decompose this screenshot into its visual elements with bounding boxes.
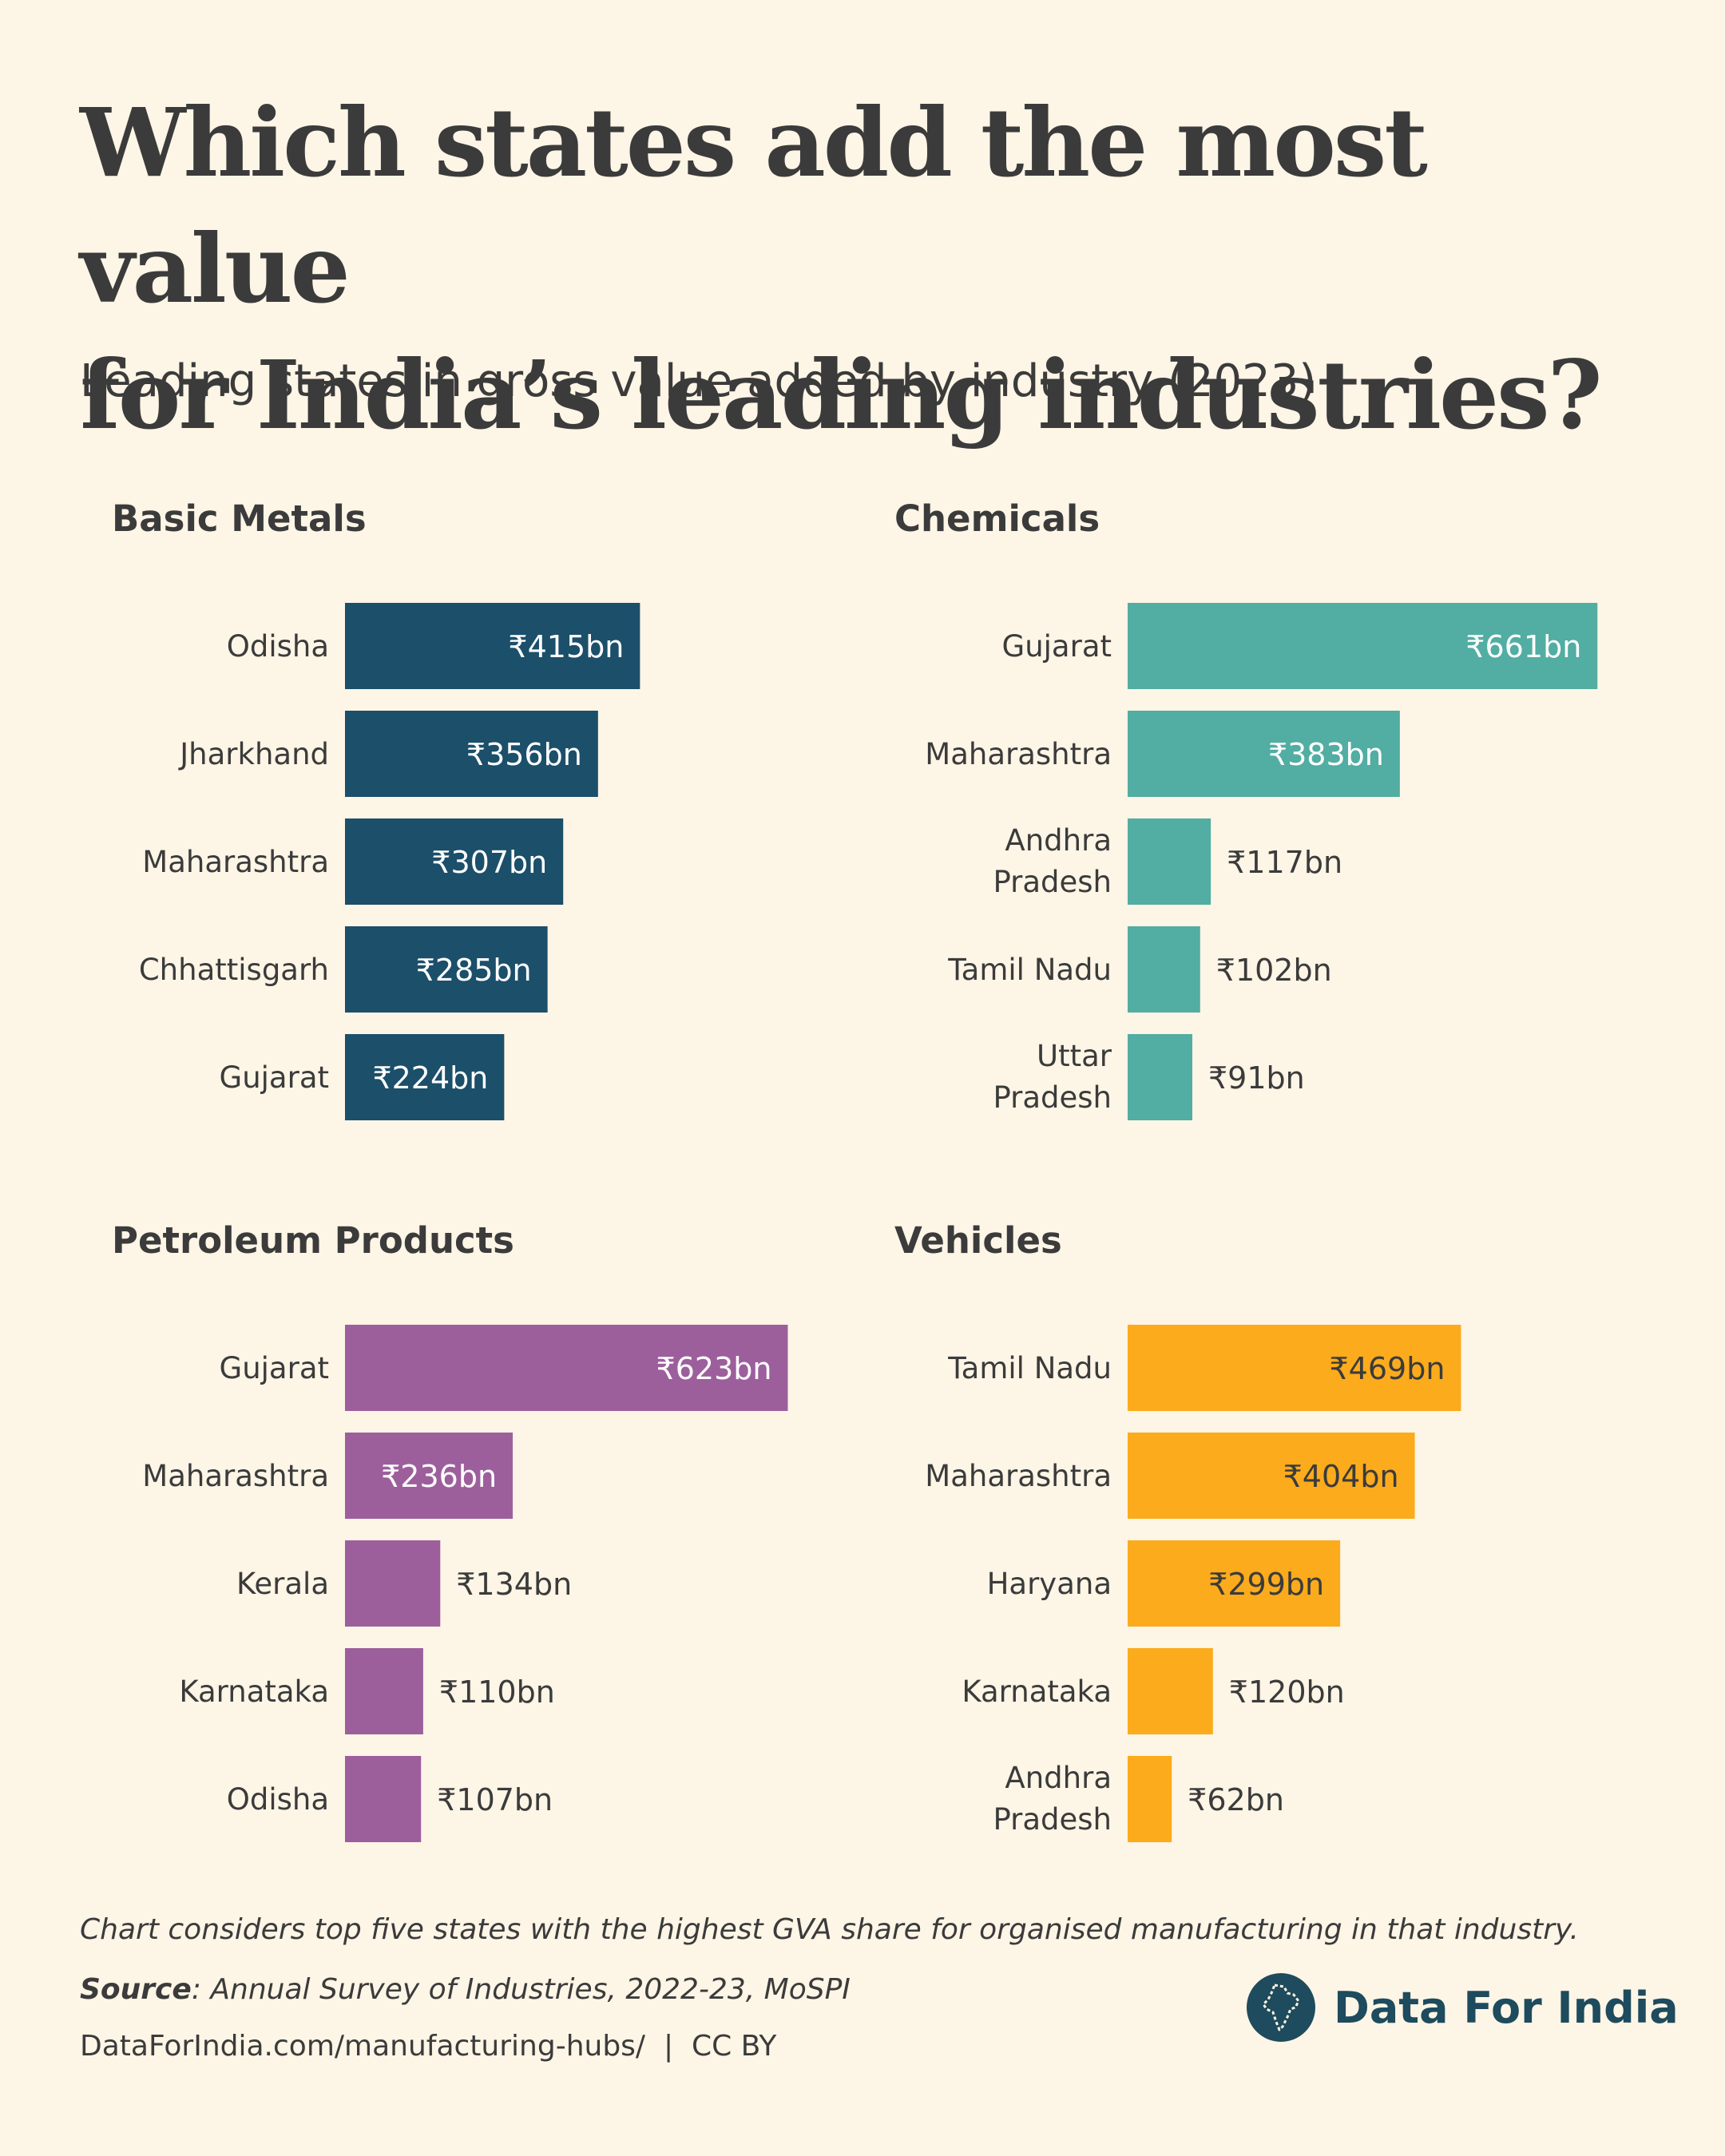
- panel-petroleum-products: Petroleum Products Gujarat ₹623bn Maharash…: [80, 1217, 862, 1856]
- bar: [345, 1325, 788, 1411]
- bar: [345, 1756, 422, 1842]
- category-label: Karnataka: [962, 1674, 1112, 1709]
- chart-subtitle: Leading states in gross value added by i…: [80, 355, 1317, 407]
- title-line-1: Which states add the most value: [80, 87, 1428, 324]
- source-url: DataForIndia.com/manufacturing-hubs/ | C…: [80, 2030, 777, 2063]
- source-label: Source: [80, 1973, 192, 2006]
- panel-basic-metals: Basic Metals Odisha ₹415bn Jharkhand ₹356bn…: [80, 495, 862, 1134]
- category-label: Tamil Nadu: [947, 1351, 1112, 1385]
- category-label: Maharashtra: [925, 1459, 1112, 1493]
- bar: [345, 926, 548, 1013]
- category-label: Andhra Pradesh: [993, 1761, 1112, 1837]
- category-label: Maharashtra: [925, 737, 1112, 771]
- data-label: ₹356bn: [466, 737, 582, 772]
- category-label: Gujarat: [220, 1351, 329, 1385]
- bar-chart-basic-metals: Odisha ₹415bn Jharkhand ₹356bn Maharashtra ₹3…: [139, 603, 640, 1120]
- category-label: Kerala: [236, 1567, 329, 1601]
- data-label: ₹62bn: [1188, 1782, 1284, 1817]
- footnote: Chart considers top five states with the…: [80, 1913, 1579, 1946]
- bar-chart-vehicles: Tamil Nadu ₹469bn Maharashtra ₹404bn Haryana…: [925, 1325, 1461, 1842]
- category-label: Uttar Pradesh: [993, 1039, 1112, 1115]
- panel-vehicles: Vehicles Tamil Nadu ₹469bn Maharashtra ₹404…: [862, 1217, 1645, 1856]
- data-label: ₹383bn: [1268, 737, 1384, 772]
- bar: [345, 711, 598, 797]
- source-note: Source: Annual Survey of Industries, 202…: [80, 1968, 851, 2011]
- bar: [345, 1433, 514, 1519]
- bar: [1128, 1756, 1172, 1842]
- data-label: ₹469bn: [1329, 1351, 1445, 1386]
- india-map-logo-icon: [1247, 1973, 1315, 2042]
- category-label: Tamil Nadu: [947, 953, 1112, 987]
- category-label: Andhra Pradesh: [993, 823, 1112, 899]
- title-line-2: for India’s leading industries?: [80, 339, 1603, 450]
- data-label: ₹661bn: [1465, 629, 1581, 664]
- chart-title: Which states add the most value for Indi…: [80, 80, 1661, 458]
- category-label: Gujarat: [1002, 629, 1112, 664]
- data-label: ₹120bn: [1229, 1674, 1345, 1710]
- panel-chemicals: Chemicals Gujarat ₹661bn Maharashtra ₹383bn…: [862, 495, 1645, 1134]
- bar-chart-petroleum-products: Gujarat ₹623bn Maharashtra ₹236bn Kerala ₹134…: [142, 1325, 788, 1842]
- category-label: Karnataka: [179, 1674, 329, 1709]
- category-label: Jharkhand: [178, 737, 329, 771]
- panel-title: Chemicals: [894, 497, 1100, 540]
- data-label: ₹134bn: [456, 1567, 572, 1602]
- bar: [345, 1648, 423, 1734]
- data-label: ₹415bn: [508, 629, 624, 664]
- category-label: Maharashtra: [142, 845, 329, 879]
- brand-logo: Data For India: [1246, 1972, 1679, 2043]
- bar: [1128, 1540, 1341, 1627]
- bar: [1128, 926, 1200, 1013]
- bar: [1128, 711, 1400, 797]
- data-label: ₹224bn: [372, 1060, 488, 1096]
- panel-title: Petroleum Products: [112, 1219, 514, 1262]
- bar: [345, 1034, 505, 1120]
- panel-title: Vehicles: [894, 1219, 1062, 1262]
- data-label: ₹236bn: [381, 1459, 497, 1494]
- category-label: Haryana: [987, 1567, 1112, 1601]
- brand-name: Data For India: [1334, 1982, 1679, 2033]
- source-text: : Annual Survey of Industries, 2022-23, …: [191, 1973, 851, 2006]
- data-label: ₹91bn: [1208, 1060, 1305, 1096]
- bar: [345, 603, 640, 689]
- bar-chart-chemicals: Gujarat ₹661bn Maharashtra ₹383bn Andhra Prad…: [925, 603, 1598, 1120]
- data-label: ₹299bn: [1208, 1567, 1324, 1602]
- bar: [1128, 1325, 1461, 1411]
- bar: [345, 1540, 441, 1627]
- data-label: ₹623bn: [656, 1351, 772, 1386]
- data-label: ₹102bn: [1216, 953, 1332, 988]
- bar: [345, 818, 564, 905]
- bar: [1128, 1034, 1192, 1120]
- bar: [1128, 603, 1598, 689]
- category-label: Maharashtra: [142, 1459, 329, 1493]
- data-label: ₹285bn: [416, 953, 532, 988]
- data-label: ₹307bn: [431, 845, 547, 880]
- data-label: ₹110bn: [439, 1674, 555, 1710]
- bar: [1128, 1648, 1213, 1734]
- data-label: ₹107bn: [437, 1782, 553, 1817]
- category-label: Odisha: [227, 1782, 329, 1817]
- panel-title: Basic Metals: [112, 497, 367, 540]
- bar: [1128, 1433, 1415, 1519]
- bar: [1128, 818, 1211, 905]
- category-label: Odisha: [227, 629, 329, 664]
- data-label: ₹117bn: [1227, 845, 1342, 880]
- data-label: ₹404bn: [1283, 1459, 1399, 1494]
- category-label: Gujarat: [220, 1060, 329, 1095]
- category-label: Chhattisgarh: [139, 953, 329, 987]
